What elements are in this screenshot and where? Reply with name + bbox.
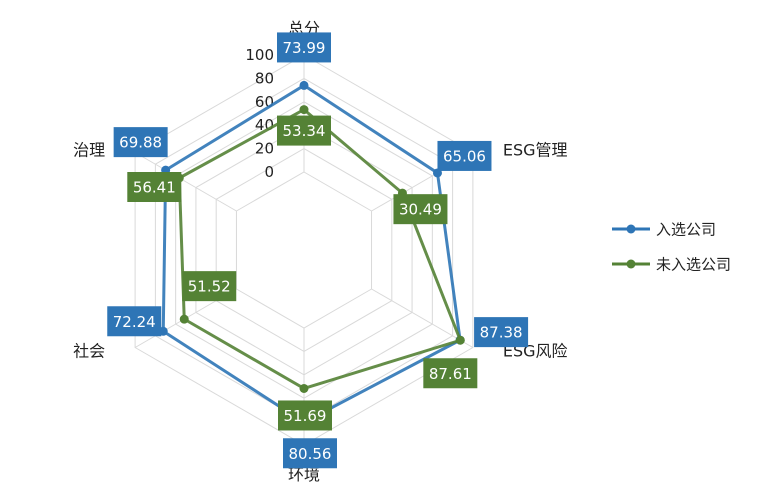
grid-ring bbox=[235, 171, 373, 329]
data-label-box bbox=[437, 140, 492, 171]
data-label-box bbox=[423, 358, 478, 389]
data-label-box bbox=[474, 317, 529, 348]
data-label-value: 51.69 bbox=[284, 407, 327, 425]
tick-label: 80 bbox=[255, 69, 274, 87]
data-point bbox=[299, 80, 309, 90]
data-label-value: 87.61 bbox=[429, 365, 472, 383]
data-label-value: 65.06 bbox=[443, 147, 486, 165]
axis-label: ESG管理 bbox=[503, 141, 568, 160]
data-label: 56.41 bbox=[127, 172, 182, 203]
data-label-value: 87.38 bbox=[480, 324, 523, 342]
legend-marker bbox=[626, 224, 636, 234]
data-label-box bbox=[107, 306, 162, 337]
legend-label: 未入选公司 bbox=[656, 256, 731, 274]
data-point bbox=[299, 383, 309, 393]
data-label-value: 30.49 bbox=[399, 201, 442, 219]
grid-ring bbox=[215, 148, 393, 352]
data-label: 69.88 bbox=[113, 127, 168, 158]
data-label-box bbox=[113, 127, 168, 158]
data-label: 51.52 bbox=[182, 271, 237, 302]
tick-label: 0 bbox=[264, 163, 274, 181]
series-line bbox=[177, 108, 462, 390]
legend-item: 入选公司 bbox=[612, 221, 716, 239]
axis-label: 治理 bbox=[73, 141, 105, 160]
data-label-value: 80.56 bbox=[289, 445, 332, 463]
legend-label: 入选公司 bbox=[656, 221, 716, 239]
tick-label: 100 bbox=[245, 46, 274, 64]
data-label-box bbox=[182, 271, 237, 302]
data-label-box bbox=[277, 115, 331, 146]
data-label: 30.49 bbox=[393, 194, 448, 225]
data-point bbox=[455, 335, 465, 345]
data-label-box bbox=[277, 32, 331, 63]
data-label: 87.61 bbox=[423, 358, 478, 389]
data-label-box bbox=[283, 438, 337, 469]
grid-spoke bbox=[134, 152, 237, 212]
tick-label: 20 bbox=[255, 140, 274, 158]
data-point bbox=[299, 105, 309, 115]
data-point bbox=[179, 314, 189, 324]
data-labels: 73.99 65.06 87.38 80.56 72.24 69.88 53.34 30.49… bbox=[107, 32, 529, 469]
data-label: 80.56 bbox=[283, 438, 337, 469]
data-label: 53.34 bbox=[277, 115, 331, 146]
data-label: 87.38 bbox=[474, 317, 529, 348]
data-label-box bbox=[127, 172, 182, 203]
data-label: 73.99 bbox=[277, 32, 331, 63]
data-label-value: 69.88 bbox=[119, 134, 162, 152]
legend-item: 未入选公司 bbox=[612, 256, 731, 274]
data-label-value: 53.34 bbox=[283, 122, 326, 140]
axis-label: 社会 bbox=[73, 342, 105, 361]
grid-spoke bbox=[371, 288, 474, 348]
axis-label: 环境 bbox=[288, 465, 320, 484]
data-label: 51.69 bbox=[278, 400, 332, 431]
data-label-value: 72.24 bbox=[113, 313, 156, 331]
data-label-box bbox=[278, 400, 332, 431]
legend-marker bbox=[626, 259, 636, 269]
data-label-box bbox=[393, 194, 448, 225]
data-label-value: 51.52 bbox=[188, 278, 231, 296]
data-label-value: 56.41 bbox=[133, 179, 176, 197]
data-label: 72.24 bbox=[107, 306, 162, 337]
data-label-value: 73.99 bbox=[283, 39, 326, 57]
data-label: 65.06 bbox=[437, 140, 492, 171]
